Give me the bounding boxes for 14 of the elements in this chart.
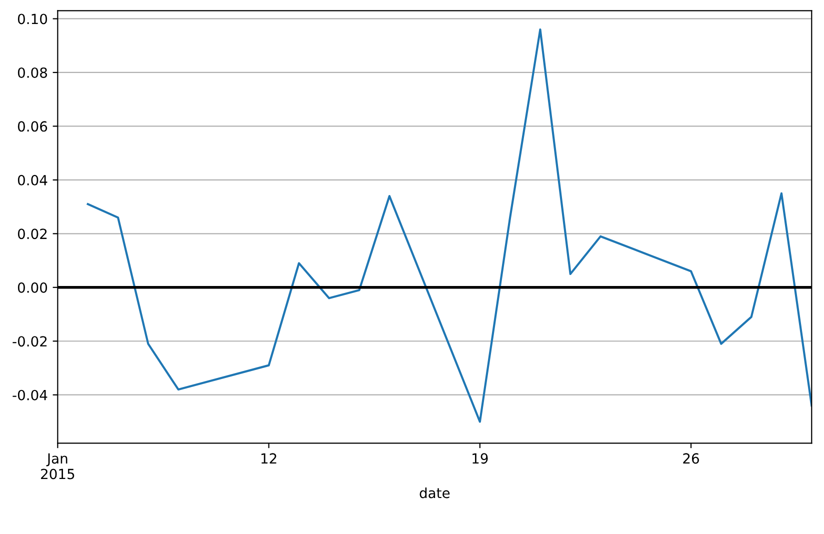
y-tick-label: 0.02	[18, 228, 47, 240]
y-tick-label: 0.00	[18, 282, 48, 293]
x-axis-title: date	[420, 487, 450, 498]
line-series	[86, 28, 812, 423]
x-tick-label: 12	[261, 453, 276, 464]
y-tick-label: 0.10	[18, 14, 48, 24]
y-tick-label: -0.04	[12, 390, 48, 400]
x-tick-label: 19	[472, 453, 488, 464]
y-tick-label: -0.02	[12, 336, 47, 347]
y-tick-label: 0.06	[18, 121, 48, 132]
y-tick-label: 0.08	[18, 67, 48, 78]
x-tick-label: 26	[683, 453, 699, 464]
x-tick-label: Jan 2015	[41, 453, 74, 480]
y-tick-label: 0.04	[18, 174, 48, 186]
